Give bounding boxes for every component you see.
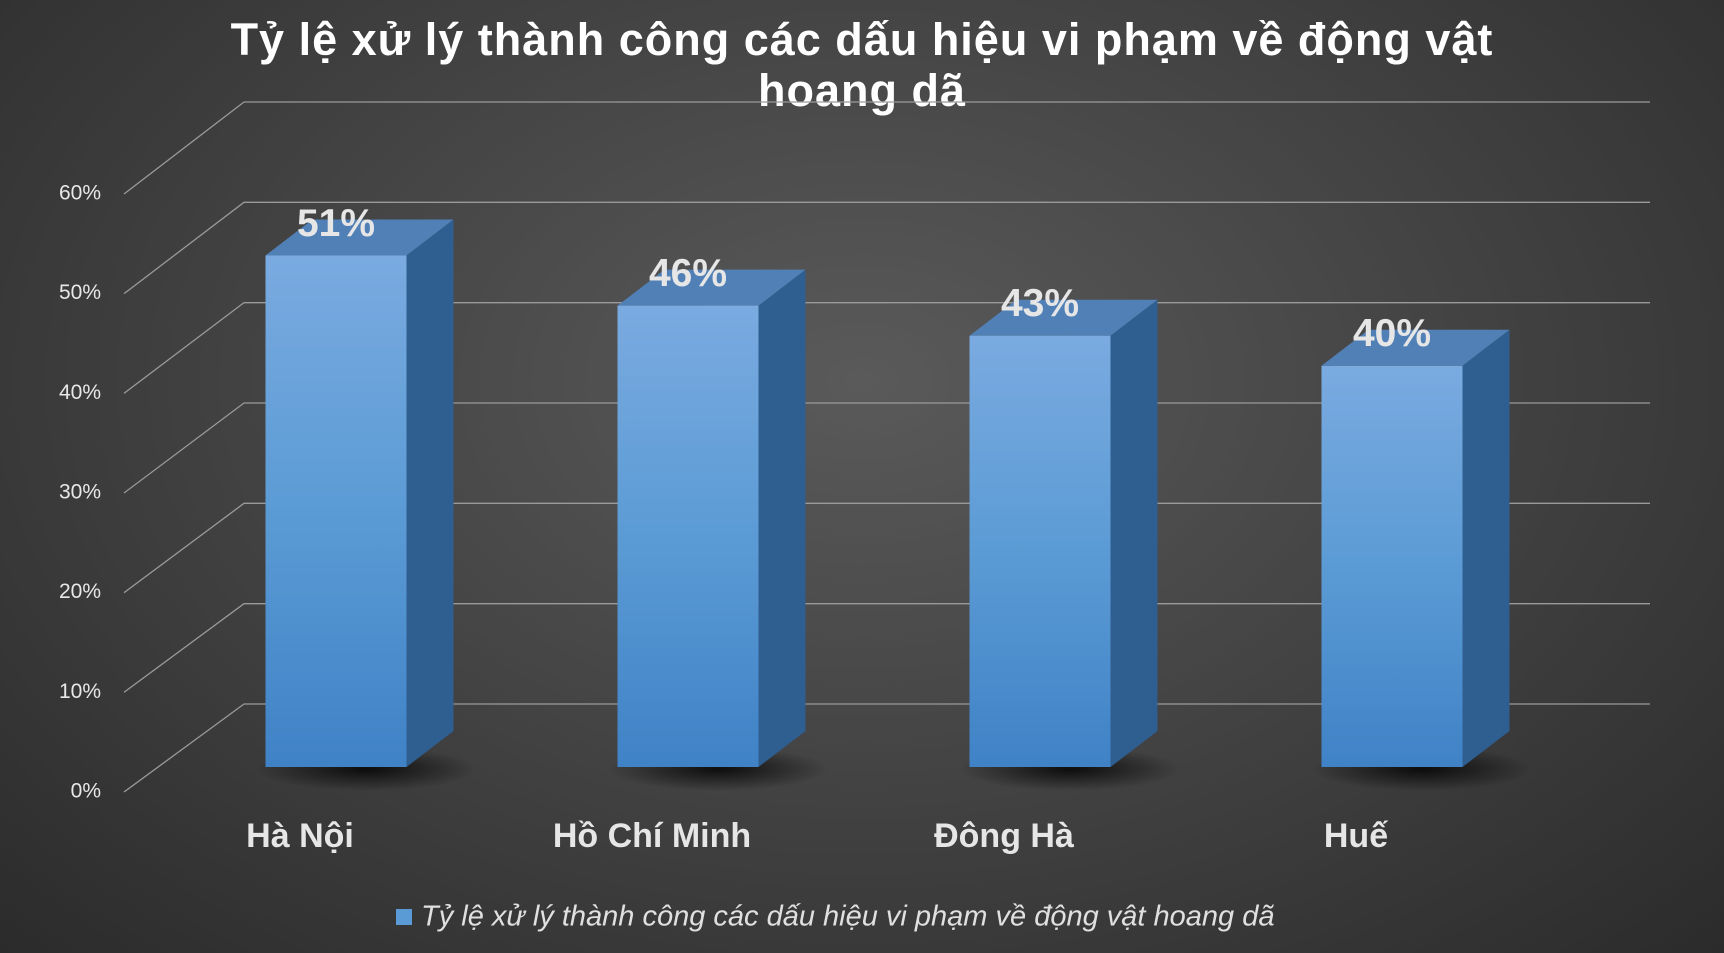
bar-front xyxy=(969,335,1111,767)
y-tick-label: 20% xyxy=(59,580,101,603)
bar xyxy=(969,299,1158,767)
bar-front xyxy=(617,305,759,767)
bar-front xyxy=(265,255,407,767)
bar-top xyxy=(265,219,454,256)
x-tick-label: Đông Hà xyxy=(934,817,1074,855)
legend-label: Tỷ lệ xử lý thành công các dấu hiệu vi p… xyxy=(421,901,1274,933)
bar xyxy=(265,219,454,768)
value-label: 40% xyxy=(1353,312,1431,355)
bar-top xyxy=(617,269,806,306)
value-label: 51% xyxy=(297,202,375,245)
grid-line xyxy=(123,603,1650,693)
bar-side xyxy=(1110,299,1158,767)
y-tick-label: 40% xyxy=(59,381,101,404)
grid-line xyxy=(123,703,1650,793)
y-tick-label: 50% xyxy=(59,281,101,304)
chart-title: Tỷ lệ xử lý thành công các dấu hiệu vi p… xyxy=(230,14,1494,116)
grid-line xyxy=(123,402,1650,494)
y-tick-label: 10% xyxy=(59,680,101,703)
grid-line xyxy=(123,302,1650,394)
bar xyxy=(617,269,806,767)
x-tick-label: Hồ Chí Minh xyxy=(553,817,751,855)
bar-front xyxy=(1321,365,1463,767)
grid-line xyxy=(123,201,1650,295)
y-tick-label: 60% xyxy=(59,182,101,205)
value-label: 46% xyxy=(649,252,727,295)
grid-line xyxy=(123,502,1650,594)
legend-swatch xyxy=(396,909,412,925)
y-tick-label: 30% xyxy=(59,481,101,504)
bar-side xyxy=(1462,329,1510,767)
bar-top xyxy=(969,299,1158,336)
bar-side xyxy=(758,269,806,767)
y-tick-label: 0% xyxy=(71,780,101,803)
bar xyxy=(1321,329,1510,767)
grid-line xyxy=(123,101,1650,195)
value-label: 43% xyxy=(1001,282,1079,325)
x-tick-label: Hà Nội xyxy=(246,817,354,855)
bar-top xyxy=(1321,329,1510,366)
bar-side xyxy=(406,219,454,768)
x-tick-label: Huế xyxy=(1324,817,1388,855)
